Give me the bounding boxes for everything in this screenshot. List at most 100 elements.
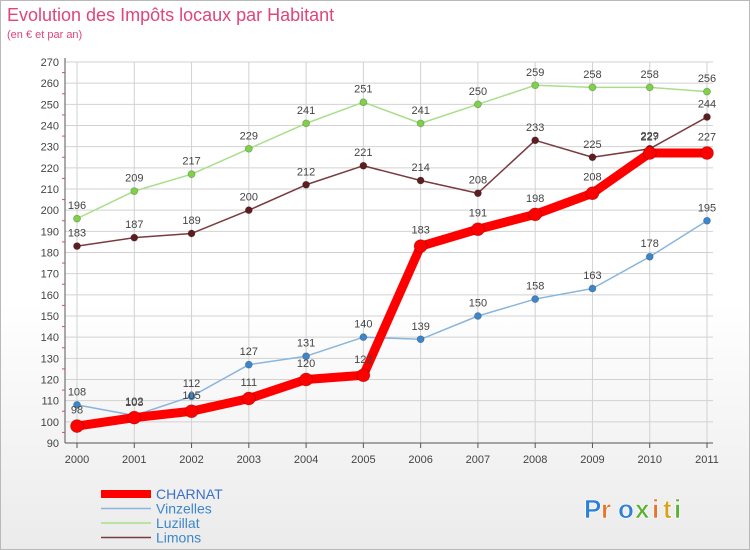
x-tick-label: 2009: [580, 454, 604, 466]
data-label-vinzelles: 108: [68, 386, 86, 398]
data-label-vinzelles: 103: [125, 397, 143, 409]
y-tick-label: 200: [41, 205, 59, 217]
data-point-charnat: [241, 391, 256, 406]
data-label-limons: 208: [469, 175, 487, 187]
x-tick-label: 2006: [408, 454, 432, 466]
axes: 9010011012013014015016017018019020021022…: [41, 57, 719, 466]
logo-letter: i: [652, 494, 659, 524]
data-point-charnat: [184, 404, 199, 419]
data-label-charnat: 102: [125, 396, 143, 408]
data-point-luzillat: [531, 81, 540, 90]
data-label-luzillat: 209: [125, 173, 143, 185]
data-point-limons: [703, 113, 711, 121]
data-label-limons: 200: [240, 192, 258, 204]
data-label-limons: 233: [526, 122, 544, 134]
legend-label-luzillat: Luzillat: [156, 515, 200, 531]
data-point-charnat: [700, 146, 714, 160]
data-point-limons: [474, 189, 482, 198]
data-point-charnat: [585, 186, 600, 201]
data-point-luzillat: [73, 214, 81, 223]
data-point-vinzelles: [187, 392, 196, 401]
y-tick-label: 90: [47, 438, 59, 450]
grid: [65, 61, 713, 444]
x-tick-label: 2001: [122, 454, 146, 466]
data-point-luzillat: [130, 187, 139, 196]
y-tick-label: 270: [41, 57, 59, 69]
data-label-vinzelles: 195: [698, 202, 716, 214]
y-tick-label: 230: [41, 142, 59, 154]
x-tick-label: 2011: [695, 454, 719, 466]
data-point-charnat: [299, 372, 313, 387]
data-point-limons: [130, 233, 139, 242]
data-label-vinzelles: 131: [297, 338, 315, 350]
y-tick-label: 100: [41, 417, 59, 429]
y-tick-label: 260: [41, 78, 59, 90]
data-labels: 196 209 217 229 241 251 241 250 259 258 258 256 183 1…: [68, 67, 716, 417]
data-point-vinzelles: [244, 360, 253, 369]
y-tick-label: 150: [41, 311, 59, 323]
logo-letter: i: [674, 494, 681, 524]
data-point-charnat: [356, 368, 371, 383]
data-label-luzillat: 217: [182, 156, 200, 168]
data-label-luzillat: 250: [469, 86, 487, 98]
data-label-limons: 214: [411, 162, 429, 174]
series-luzillat: [73, 81, 711, 223]
data-point-vinzelles: [359, 333, 368, 342]
data-point-vinzelles: [531, 295, 540, 303]
logo-letter: x: [635, 494, 650, 524]
data-label-luzillat: 251: [354, 84, 372, 96]
legend-label-vinzelles: Vinzelles: [156, 501, 212, 517]
x-tick-label: 2005: [351, 454, 375, 466]
y-tick-label: 110: [41, 396, 59, 408]
data-point-vinzelles: [474, 312, 482, 320]
data-point-charnat: [642, 146, 657, 160]
y-tick-label: 140: [41, 332, 59, 344]
data-label-charnat: 122: [354, 354, 372, 366]
y-tick-label: 240: [41, 121, 59, 133]
data-point-luzillat: [244, 144, 253, 153]
x-tick-label: 2010: [637, 454, 661, 466]
data-point-limons: [359, 161, 368, 170]
data-label-limons: 189: [182, 215, 200, 227]
data-point-limons: [244, 206, 253, 215]
y-tick-label: 160: [41, 290, 59, 302]
data-point-charnat: [127, 410, 142, 425]
series-line-luzillat: [76, 84, 708, 220]
data-point-luzillat: [359, 98, 368, 107]
chart-subtitle: (en € et par an): [7, 29, 83, 41]
data-point-luzillat: [302, 119, 310, 128]
data-label-charnat: 183: [411, 225, 429, 237]
series-line-limons: [76, 116, 708, 247]
data-point-charnat: [528, 207, 543, 222]
x-tick-label: 2008: [523, 454, 547, 466]
data-label-vinzelles: 163: [583, 270, 601, 282]
legend-label-limons: Limons: [156, 530, 201, 546]
data-label-charnat: 198: [526, 193, 544, 205]
data-label-limons: 212: [297, 166, 315, 178]
y-tick-label: 130: [41, 353, 59, 365]
data-label-charnat: 227: [641, 132, 659, 144]
data-point-luzillat: [416, 119, 425, 128]
data-label-luzillat: 258: [583, 69, 601, 81]
x-tick-label: 2007: [466, 454, 490, 466]
data-label-vinzelles: 139: [411, 321, 429, 333]
data-point-limons: [187, 229, 196, 238]
data-label-luzillat: 229: [240, 130, 258, 142]
series-line-vinzelles: [76, 220, 708, 417]
data-label-luzillat: 241: [411, 105, 429, 117]
data-label-charnat: 98: [71, 405, 83, 417]
x-tick-label: 2004: [294, 454, 318, 466]
data-point-luzillat: [187, 170, 196, 179]
logo-letter: r: [601, 494, 611, 524]
data-point-charnat: [413, 239, 428, 254]
logo-letter: P: [584, 494, 601, 524]
y-tick-label: 120: [41, 375, 59, 387]
y-tick-label: 220: [41, 163, 59, 175]
data-point-charnat: [471, 222, 485, 237]
data-point-limons: [531, 136, 540, 145]
series-charnat: [70, 146, 714, 433]
legend-label-charnat: CHARNAT: [156, 486, 223, 502]
data-label-charnat: 227: [698, 132, 716, 144]
